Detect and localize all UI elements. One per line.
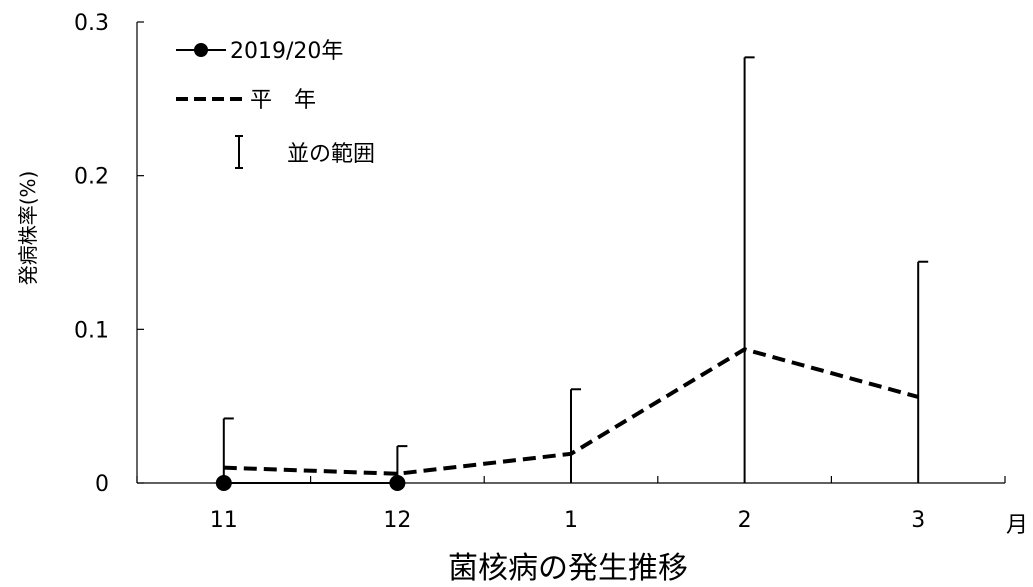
range-bars: [222, 56, 929, 483]
legend-label-range: 並の範囲: [287, 142, 375, 167]
x-tick-label: 1: [564, 508, 578, 533]
y-tick-label: 0.1: [74, 318, 109, 343]
y-tick-label: 0.2: [74, 165, 109, 190]
series-point: [215, 475, 232, 491]
x-tick-label: 12: [383, 508, 411, 533]
legend-label-series-1: 2019/20年: [230, 39, 343, 64]
chart-title: 菌核病の発生推移: [448, 551, 688, 586]
series-line-normal-year: [223, 347, 919, 476]
legend-label-series-2: 平 年: [250, 88, 316, 113]
y-tick-label: 0: [95, 472, 109, 497]
legend: 2019/20年 平 年 並の範囲: [176, 39, 375, 169]
tick-labels: 00.10.20.311 12 1 2 3: [74, 11, 925, 533]
x-tick-label: 11: [210, 508, 238, 533]
y-tick-label: 0.3: [74, 11, 109, 36]
x-tick-label: 2: [738, 508, 752, 533]
series-lines: [215, 347, 919, 491]
x-tick-label: 3: [911, 508, 925, 533]
series-point: [389, 475, 406, 491]
legend-marker: [194, 43, 208, 57]
x-axis-title: 月: [1006, 513, 1028, 538]
y-axis-title: 発病株率(%): [16, 171, 40, 286]
